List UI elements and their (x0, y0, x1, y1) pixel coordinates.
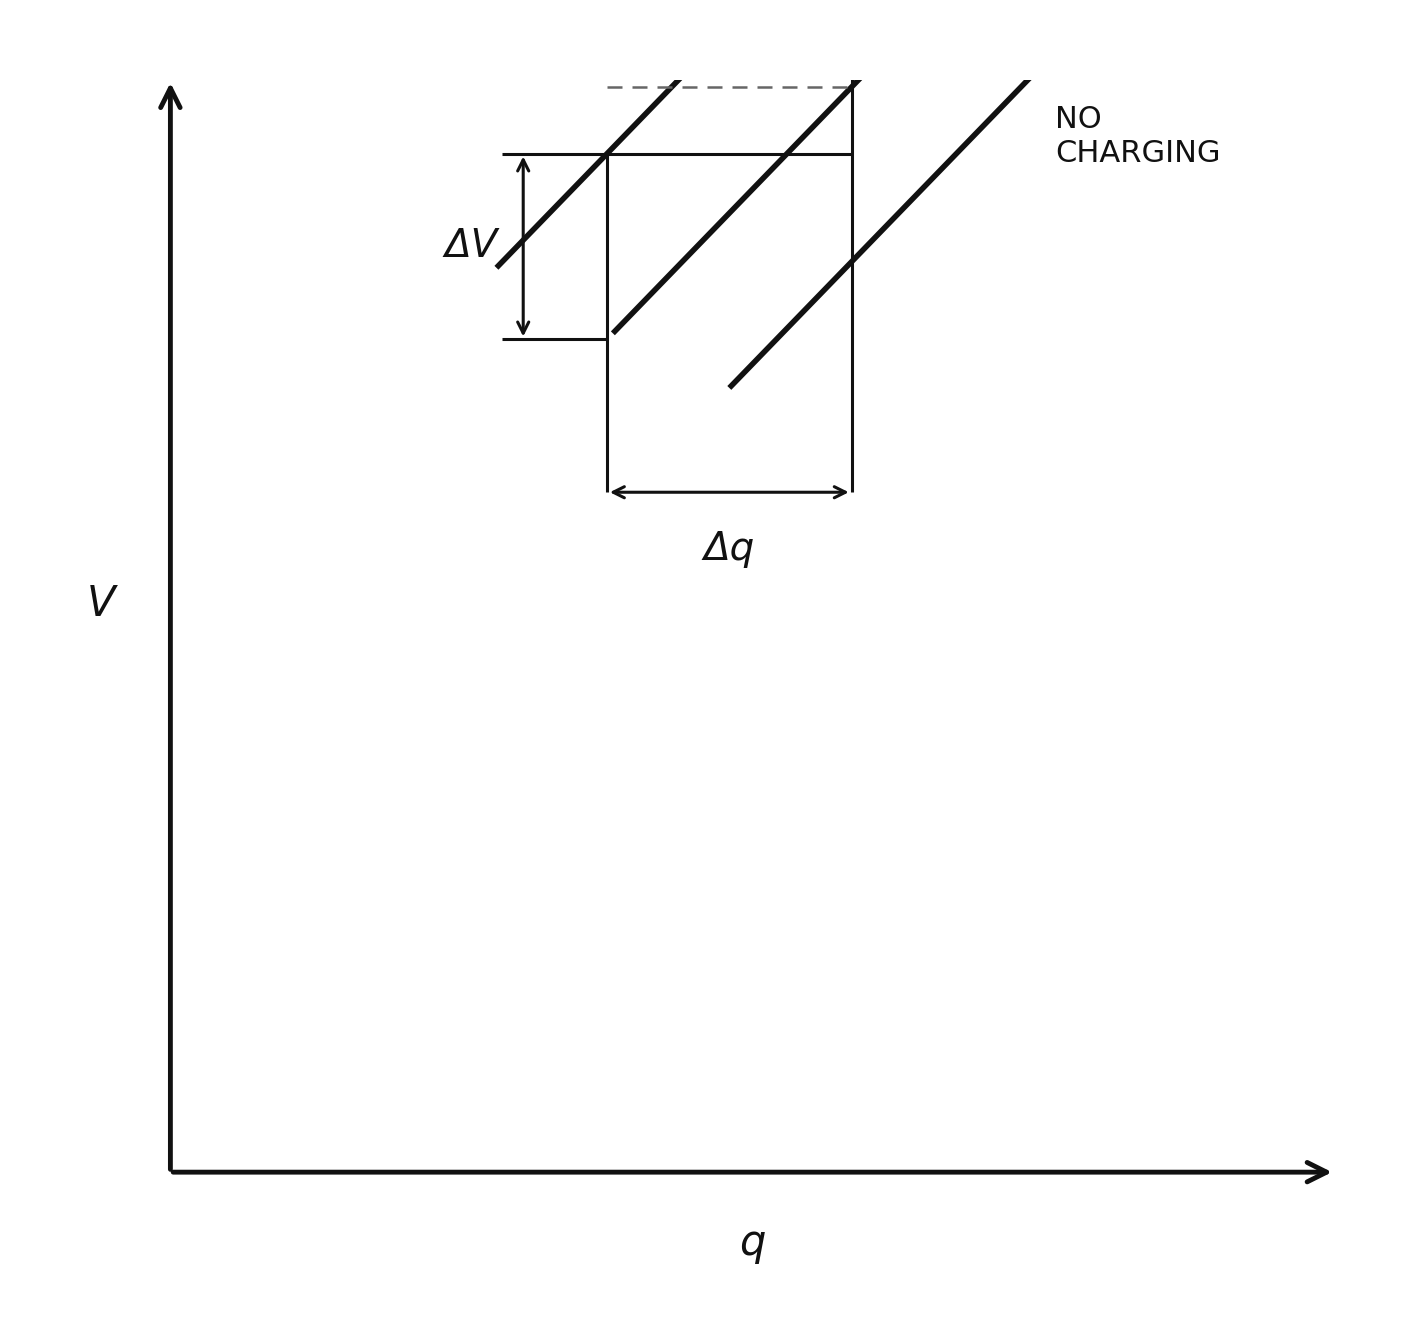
Text: ΔV: ΔV (444, 228, 497, 265)
Text: NO
CHARGING: NO CHARGING (1055, 105, 1221, 168)
Text: Δq: Δq (704, 530, 755, 569)
Text: V: V (87, 583, 115, 625)
Text: q: q (740, 1223, 765, 1264)
